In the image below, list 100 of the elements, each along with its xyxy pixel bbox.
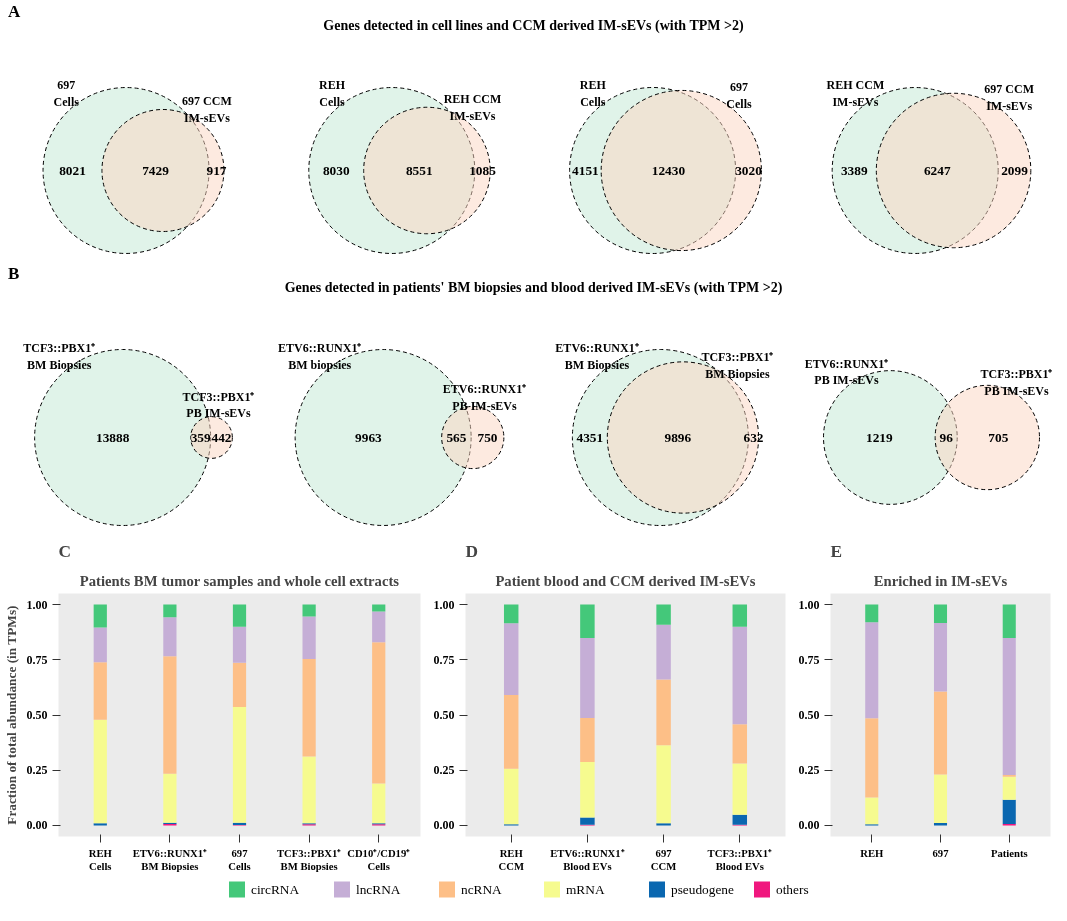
data-label: 4151 — [572, 162, 599, 178]
text: Genes detected in cell lines and CCM derived IM-sEVs (with TPM >2) — [323, 18, 744, 33]
bar — [302, 756, 316, 824]
text: 697 Cells — [726, 80, 752, 111]
legend-label: mRNA — [566, 882, 605, 897]
text: REH CCM IM-sEVs — [826, 77, 885, 109]
legend-label: ncRNA — [461, 882, 503, 897]
data-label: 1085 — [469, 162, 497, 178]
text: TCF3::PBX1⁺ BM Biopsies — [701, 350, 774, 382]
x-tick-label: 697 Cells — [228, 847, 251, 872]
legend-label: lncRNA — [356, 882, 401, 897]
text: REH Cells — [319, 77, 346, 109]
bar — [163, 656, 177, 774]
bar — [93, 604, 107, 628]
data-label: 3389 — [840, 162, 868, 178]
data-label: 7429 — [142, 162, 170, 178]
bar — [232, 626, 247, 663]
chart-title: Patients BM tumor samples and whole cell extracts — [79, 572, 400, 589]
data-label: 632 — [743, 429, 764, 445]
y-tick-label: 0.75 — [433, 652, 455, 667]
bar — [656, 679, 671, 746]
text: TCF3::PBX1⁺ PB IM-sEVs — [980, 367, 1053, 398]
bar — [503, 694, 519, 769]
y-tick-label: 0.75 — [798, 652, 820, 667]
text: E — [830, 541, 843, 561]
y-tick-label: 0.00 — [798, 818, 820, 833]
bar — [372, 611, 386, 643]
data-label: 917 — [206, 162, 227, 178]
bar — [93, 823, 107, 826]
bar — [503, 623, 519, 695]
bar — [580, 638, 595, 719]
text: TCF3::PBX1⁺ BM Biopsies — [23, 341, 96, 373]
bar — [732, 626, 748, 725]
y-tick-label: 0.00 — [26, 818, 48, 833]
bar — [1002, 604, 1016, 639]
bar — [656, 604, 671, 625]
bar — [732, 604, 748, 627]
bar — [656, 624, 671, 680]
data-label: 8551 — [405, 162, 433, 178]
x-tick-label: TCF3::PBX1⁺ Blood EVs — [707, 847, 772, 872]
data-label: 96 — [939, 429, 954, 445]
legend-label: pseudogene — [671, 882, 734, 897]
chart-title: Enriched in IM-sEVs — [873, 572, 1008, 589]
bar — [93, 719, 107, 824]
x-tick-label: ETV6::RUNX1⁺ BM Biopsies — [132, 847, 208, 872]
text: ETV6::RUNX1⁺ BM Biopsies — [555, 341, 639, 373]
bar — [933, 774, 948, 824]
bar — [656, 823, 671, 826]
x-tick-label: ETV6::RUNX1⁺ Blood EVs — [550, 847, 625, 872]
chart-title: Patient blood and CCM derived IM-sEVs — [495, 572, 756, 589]
data-label: 8021 — [59, 162, 86, 178]
x-tick-label: 697 — [932, 847, 950, 859]
text: C — [58, 541, 72, 561]
x-tick-label: REH Cells — [88, 847, 113, 872]
y-tick-label: 0.50 — [433, 708, 455, 722]
bar — [163, 617, 177, 657]
bar — [163, 773, 177, 823]
legend-label: circRNA — [251, 882, 300, 897]
text: TCF3::PBX1⁺ PB IM-sEVs — [182, 389, 255, 421]
bar — [1002, 776, 1016, 800]
bar — [580, 762, 595, 818]
y-tick-label: 0.25 — [433, 763, 455, 778]
bar — [865, 622, 879, 719]
bar — [232, 604, 247, 627]
y-tick-label: 0.50 — [26, 708, 48, 722]
y-tick-label: 0.50 — [798, 708, 820, 722]
x-tick-label: Patients — [990, 847, 1028, 859]
bar — [933, 604, 948, 624]
text: REH Cells — [579, 77, 607, 109]
x-tick-label: REH — [860, 847, 885, 859]
text: B — [8, 263, 20, 285]
data-label: 9896 — [664, 429, 692, 445]
bar — [163, 604, 177, 618]
bar — [93, 627, 107, 663]
x-tick-label: CD10⁺/CD19⁺ Cells — [347, 847, 411, 872]
bar — [580, 604, 595, 639]
bar — [580, 718, 595, 763]
text: ETV6::RUNX1⁺ PB IM-sEVs — [442, 382, 527, 414]
y-tick-label: 1.00 — [433, 597, 455, 612]
bar — [865, 718, 879, 798]
bar — [372, 604, 386, 612]
bar — [865, 604, 879, 623]
data-label: 4351 — [576, 429, 604, 445]
data-label: 2099 — [1001, 162, 1029, 178]
bar — [503, 604, 519, 624]
y-tick-label: 0.25 — [798, 763, 820, 778]
data-label: 565 — [446, 429, 467, 445]
bar — [732, 763, 748, 815]
bar — [93, 662, 107, 720]
data-label: 13888 — [95, 429, 130, 445]
bar — [732, 724, 748, 764]
bar — [933, 623, 948, 692]
bar — [732, 814, 748, 825]
x-tick-label: 697 CCM — [650, 847, 677, 872]
data-label: 1219 — [866, 429, 893, 445]
y-tick-label: 0.00 — [433, 818, 455, 833]
y-tick-label: 0.25 — [26, 763, 48, 778]
text: D — [465, 541, 479, 561]
data-label: 705 — [988, 429, 1009, 445]
bar — [372, 783, 386, 824]
